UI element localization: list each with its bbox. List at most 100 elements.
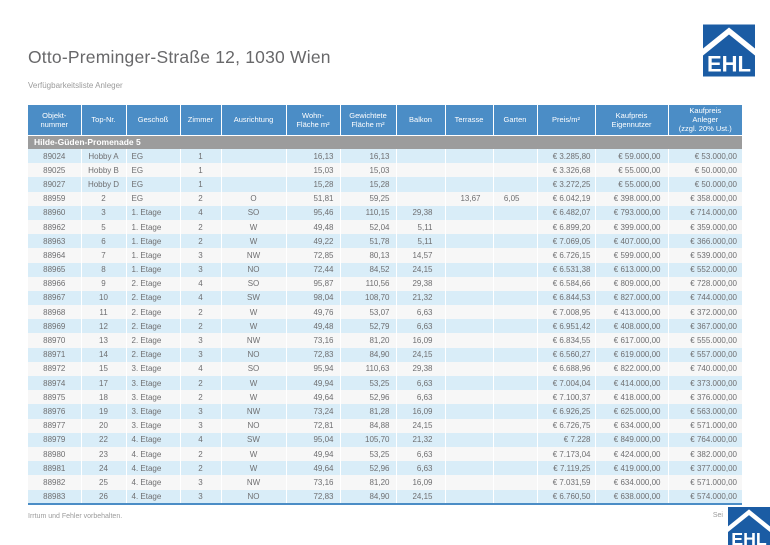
cell-gewichtete_flaeche: 52,04 <box>340 219 397 235</box>
cell-wohnflaeche: 49,76 <box>286 305 341 320</box>
cell-ausrichtung: SO <box>221 276 287 291</box>
cell-terrasse <box>445 177 494 192</box>
logo-text: EHL <box>707 52 751 77</box>
cell-garten <box>493 446 538 462</box>
cell-balkon: 6,63 <box>396 305 446 320</box>
cell-terrasse <box>445 432 494 447</box>
cell-zimmer: 3 <box>180 404 222 419</box>
cell-balkon: 21,32 <box>396 290 446 306</box>
table-row: 88974 17 3. Etage 2 W 49,94 53,25 6,63 € 7.004,0… <box>28 376 742 391</box>
col-header-garten: Garten <box>493 105 538 136</box>
cell-garten <box>493 276 538 291</box>
cell-kaufpreis_eigennutzer: € 809.000,00 <box>595 276 669 291</box>
cell-balkon: 6,63 <box>396 446 446 462</box>
cell-geschoss: 2. Etage <box>126 319 181 334</box>
cell-geschoss: 2. Etage <box>126 305 181 320</box>
cell-kaufpreis_anleger: € 539.000,00 <box>668 248 742 263</box>
cell-gewichtete_flaeche: 81,28 <box>340 404 397 419</box>
cell-gewichtete_flaeche: 84,88 <box>340 418 397 433</box>
cell-geschoss: EG <box>126 177 181 192</box>
cell-topnr: 10 <box>81 290 127 306</box>
cell-geschoss: 4. Etage <box>126 489 181 504</box>
cell-objektnummer: 88970 <box>28 333 82 348</box>
cell-kaufpreis_anleger: € 714.000,00 <box>668 205 742 220</box>
cell-terrasse <box>445 418 494 433</box>
cell-kaufpreis_eigennutzer: € 407.000,00 <box>595 234 669 249</box>
cell-terrasse: 13,67 <box>445 191 494 206</box>
cell-wohnflaeche: 73,24 <box>286 404 341 419</box>
col-header-balkon: Balkon <box>396 105 446 136</box>
cell-geschoss: 1. Etage <box>126 205 181 220</box>
cell-kaufpreis_eigennutzer: € 793.000,00 <box>595 205 669 220</box>
table-row: 88971 14 2. Etage 3 NO 72,83 84,90 24,15 € 6.560… <box>28 347 742 362</box>
cell-preis_m2: € 6.760,50 <box>537 489 596 504</box>
cell-ausrichtung: NO <box>221 489 287 504</box>
cell-zimmer: 3 <box>180 418 222 433</box>
section-title: Hilde-Güden-Promenade 5 <box>28 135 742 149</box>
cell-zimmer: 3 <box>180 347 222 362</box>
cell-garten <box>493 248 538 263</box>
cell-topnr: 11 <box>81 305 127 320</box>
cell-topnr: Hobby B <box>81 163 127 178</box>
cell-kaufpreis_eigennutzer: € 414.000,00 <box>595 376 669 391</box>
cell-kaufpreis_anleger: € 53.000,00 <box>668 149 742 164</box>
cell-wohnflaeche: 15,03 <box>286 163 341 178</box>
col-header-preis-m2: Preis/m² <box>537 105 596 136</box>
cell-kaufpreis_anleger: € 552.000,00 <box>668 262 742 277</box>
cell-kaufpreis_eigennutzer: € 849.000,00 <box>595 432 669 447</box>
cell-balkon: 24,15 <box>396 489 446 504</box>
cell-ausrichtung <box>221 149 287 164</box>
col-header-gewichtete-flaeche: Gewichtete Fläche m² <box>340 105 397 136</box>
cell-preis_m2: € 3.272,25 <box>537 177 596 192</box>
ehl-logo-bottom: EHL <box>728 507 770 545</box>
cell-wohnflaeche: 49,94 <box>286 376 341 391</box>
cell-preis_m2: € 6.844,53 <box>537 290 596 306</box>
cell-objektnummer: 88983 <box>28 489 82 504</box>
cell-ausrichtung: NW <box>221 475 287 490</box>
cell-kaufpreis_eigennutzer: € 638.000,00 <box>595 489 669 504</box>
availability-table: Objekt- nummer Top-Nr. Geschoß Zimmer Au… <box>28 105 742 505</box>
cell-terrasse <box>445 290 494 306</box>
cell-wohnflaeche: 72,83 <box>286 347 341 362</box>
cell-garten <box>493 390 538 405</box>
col-header-geschoss: Geschoß <box>126 105 181 136</box>
cell-balkon: 16,09 <box>396 404 446 419</box>
table-row: 88964 7 1. Etage 3 NW 72,85 80,13 14,57 € 6.726,… <box>28 248 742 263</box>
cell-topnr: 20 <box>81 418 127 433</box>
cell-geschoss: 3. Etage <box>126 376 181 391</box>
cell-gewichtete_flaeche: 53,25 <box>340 446 397 462</box>
cell-objektnummer: 88964 <box>28 248 82 263</box>
cell-preis_m2: € 7.228 <box>537 432 596 447</box>
cell-gewichtete_flaeche: 52,79 <box>340 319 397 334</box>
cell-balkon <box>396 177 446 192</box>
cell-kaufpreis_anleger: € 740.000,00 <box>668 361 742 376</box>
cell-garten <box>493 347 538 362</box>
cell-preis_m2: € 6.951,42 <box>537 319 596 334</box>
cell-terrasse <box>445 262 494 277</box>
cell-topnr: 9 <box>81 276 127 291</box>
cell-wohnflaeche: 73,16 <box>286 475 341 490</box>
cell-gewichtete_flaeche: 108,70 <box>340 290 397 306</box>
cell-terrasse <box>445 149 494 164</box>
cell-terrasse <box>445 461 494 476</box>
cell-objektnummer: 88974 <box>28 376 82 391</box>
cell-geschoss: 1. Etage <box>126 234 181 249</box>
logo-text: EHL <box>731 529 767 545</box>
cell-ausrichtung: O <box>221 191 287 206</box>
cell-kaufpreis_anleger: € 574.000,00 <box>668 489 742 504</box>
cell-objektnummer: 88966 <box>28 276 82 291</box>
cell-balkon: 29,38 <box>396 276 446 291</box>
cell-kaufpreis_anleger: € 571.000,00 <box>668 418 742 433</box>
cell-gewichtete_flaeche: 15,03 <box>340 163 397 178</box>
cell-terrasse <box>445 404 494 419</box>
cell-geschoss: 2. Etage <box>126 347 181 362</box>
cell-zimmer: 4 <box>180 276 222 291</box>
cell-garten <box>493 319 538 334</box>
cell-kaufpreis_eigennutzer: € 413.000,00 <box>595 305 669 320</box>
cell-gewichtete_flaeche: 51,78 <box>340 234 397 249</box>
cell-ausrichtung: NW <box>221 333 287 348</box>
cell-zimmer: 2 <box>180 390 222 405</box>
cell-balkon: 29,38 <box>396 361 446 376</box>
table-row: 88982 25 4. Etage 3 NW 73,16 81,20 16,09 € 7.031… <box>28 475 742 490</box>
cell-balkon: 14,57 <box>396 248 446 263</box>
